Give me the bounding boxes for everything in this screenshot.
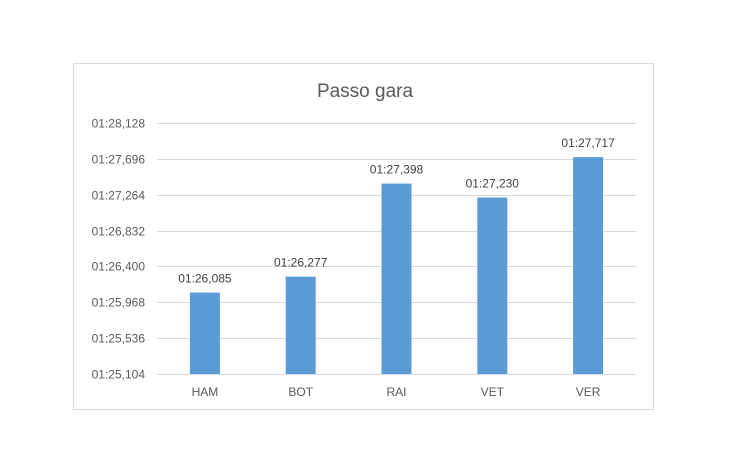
bar-vet [477,197,508,374]
y-tick-label: 01:28,128 [92,117,146,131]
chart-frame [73,63,654,410]
x-tick-label: RAI [386,385,406,399]
x-tick-label: VET [481,385,505,399]
x-axis-ticks: HAM BOT RAI VET VER [192,385,601,399]
y-tick-label: 01:25,536 [92,332,146,346]
x-tick-label: BOT [288,385,313,399]
x-tick-label: HAM [192,385,219,399]
bar-ver [573,157,604,374]
bar-bot [285,276,316,374]
y-tick-label: 01:26,832 [92,225,146,239]
data-label: 01:27,230 [466,177,520,191]
data-label: 01:26,277 [274,256,328,270]
data-label: 01:27,717 [561,136,615,150]
y-tick-label: 01:27,264 [92,189,146,203]
bars [189,157,604,374]
data-label: 01:27,398 [370,163,424,177]
y-tick-label: 01:27,696 [92,153,146,167]
y-tick-label: 01:25,968 [92,296,146,310]
y-axis-ticks: 01:25,104 01:25,536 01:25,968 01:26,400 01:2… [92,117,146,382]
chart-title: Passo gara [317,81,414,102]
x-tick-label: VER [576,385,601,399]
y-tick-label: 01:26,400 [92,260,146,274]
y-tick-label: 01:25,104 [92,368,146,382]
bar-ham [189,292,220,374]
data-label: 01:26,085 [178,272,232,286]
bar-rai [381,183,412,374]
data-labels: 01:26,085 01:26,277 01:27,398 01:27,230 01:2… [178,136,615,285]
